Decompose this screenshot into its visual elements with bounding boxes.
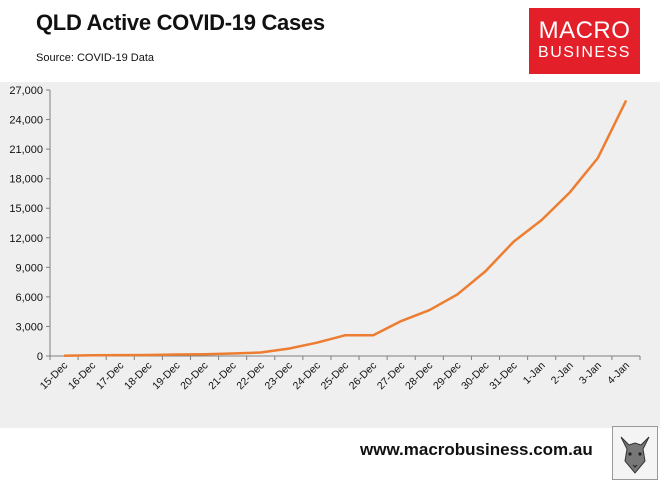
- data-point: [259, 351, 262, 354]
- y-tick-label: 15,000: [9, 203, 43, 215]
- y-tick-label: 18,000: [9, 174, 43, 186]
- y-tick-label: 3,000: [15, 321, 43, 333]
- y-tick-label: 24,000: [9, 115, 43, 127]
- x-tick-label: 22-Dec: [234, 360, 266, 392]
- data-point: [484, 270, 487, 273]
- x-tick-label: 17-Dec: [94, 360, 126, 392]
- data-point: [91, 354, 93, 357]
- x-tick-label: 31-Dec: [487, 360, 519, 392]
- data-point: [231, 352, 234, 355]
- data-point: [63, 355, 65, 357]
- x-tick-label: 29-Dec: [431, 360, 463, 392]
- y-tick-label: 21,000: [9, 144, 43, 156]
- data-point: [597, 157, 599, 159]
- x-tick-label: 4-Jan: [605, 360, 632, 387]
- x-tick-label: 19-Dec: [150, 360, 182, 392]
- x-tick-label: 21-Dec: [206, 360, 238, 392]
- data-point: [203, 353, 206, 356]
- logo-line-2: BUSINESS: [538, 44, 631, 61]
- y-tick-label: 9,000: [15, 262, 43, 274]
- data-point: [428, 309, 431, 311]
- wolf-icon: [612, 426, 658, 480]
- footer-url: www.macrobusiness.com.au: [360, 440, 593, 459]
- data-point: [540, 219, 543, 221]
- x-tick-label: 3-Jan: [577, 360, 604, 387]
- data-point: [400, 320, 402, 322]
- data-point: [175, 353, 178, 356]
- chart-subtitle: Source: COVID-19 Data: [36, 52, 154, 64]
- x-tick-label: 15-Dec: [38, 360, 70, 392]
- data-point: [147, 354, 150, 356]
- data-point: [456, 293, 459, 296]
- x-tick-label: 24-Dec: [291, 360, 323, 392]
- x-tick-label: 28-Dec: [403, 360, 435, 392]
- logo-line-1: MACRO: [538, 17, 631, 44]
- plot-background: [0, 82, 660, 428]
- chart-title: QLD Active COVID-19 Cases: [36, 10, 325, 35]
- data-point: [316, 341, 318, 344]
- macrobusiness-logo: MACRO BUSINESS: [529, 8, 640, 74]
- y-tick-label: 27,000: [9, 85, 43, 97]
- y-tick-label: 0: [37, 351, 43, 363]
- x-tick-label: 27-Dec: [375, 360, 407, 392]
- data-point: [512, 240, 515, 243]
- y-axis: 0 3,000 6,000 9,000 12,000 15,000 18,000 21,000…: [9, 85, 51, 363]
- x-tick-label: 23-Dec: [263, 360, 295, 392]
- x-tick-label: 16-Dec: [66, 360, 98, 392]
- y-tick-label: 6,000: [15, 292, 43, 304]
- x-tick-label: 18-Dec: [122, 360, 154, 392]
- series-line: [64, 100, 628, 358]
- data-point: [119, 354, 122, 356]
- x-axis: 15-Dec16-Dec17-Dec18-Dec19-Dec20-Dec21-D…: [38, 355, 641, 392]
- data-point: [288, 347, 290, 350]
- x-tick-label: 25-Dec: [319, 360, 351, 392]
- data-point: [568, 191, 571, 194]
- data-point: [372, 334, 374, 337]
- x-tick-label: 2-Jan: [549, 360, 576, 387]
- y-tick-label: 12,000: [9, 233, 43, 245]
- x-tick-label: 26-Dec: [347, 360, 379, 392]
- x-tick-label: 20-Dec: [178, 360, 210, 392]
- x-tick-label: 1-Jan: [521, 360, 548, 387]
- x-tick-label: 30-Dec: [459, 360, 491, 392]
- data-point: [625, 100, 627, 102]
- data-point: [344, 334, 346, 337]
- series-layer: [63, 100, 628, 358]
